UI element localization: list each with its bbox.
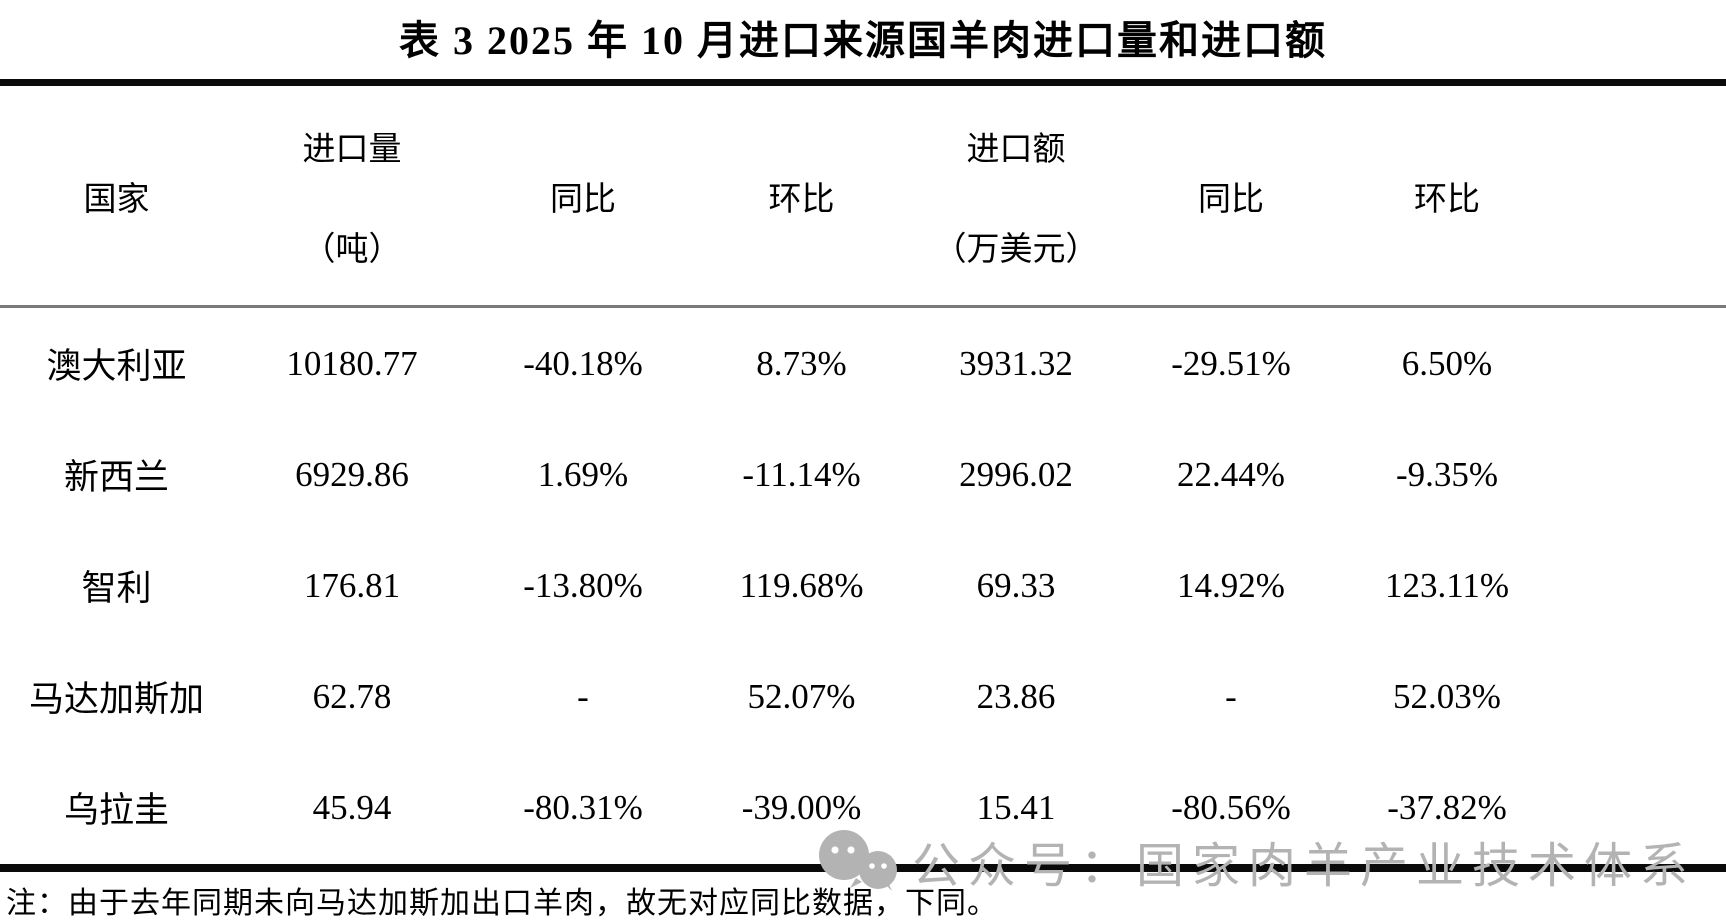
value-yoy-cell: -80.56% xyxy=(1171,787,1291,827)
wechat-icon xyxy=(819,830,897,891)
col-header-label: 同比 xyxy=(1198,181,1264,218)
volume-cell: 62.78 xyxy=(312,676,392,716)
col-header-volume-yoy: 同比 xyxy=(471,86,695,305)
volume-mom-cell: 119.68% xyxy=(739,565,864,605)
volume-cell: 6929.86 xyxy=(295,454,409,494)
volume-yoy-cell: -80.31% xyxy=(523,787,643,827)
header-divider-rule xyxy=(0,305,1726,308)
volume-mom-cell: -11.14% xyxy=(742,454,861,494)
col-header-import-value: 进口额 （万美元） xyxy=(908,86,1124,305)
country-cell: 澳大利亚 xyxy=(46,347,187,386)
value-mom-cell: 52.03% xyxy=(1393,676,1501,716)
volume-mom-cell: 8.73% xyxy=(756,343,847,383)
table-header-row: 国家 进口量 （吨） 同比 环比 进口额 （万美元） 同比 环比 xyxy=(0,86,1556,305)
volume-cell: 45.94 xyxy=(312,787,392,827)
value-mom-cell: 123.11% xyxy=(1384,565,1510,605)
col-header-import-volume: 进口量 （吨） xyxy=(233,86,471,305)
value-cell: 69.33 xyxy=(976,565,1056,605)
value-yoy-cell: - xyxy=(1225,676,1237,716)
col-header-volume-mom: 环比 xyxy=(695,86,908,305)
col-header-value-yoy: 同比 xyxy=(1124,86,1338,305)
value-yoy-cell: 14.92% xyxy=(1177,565,1285,605)
col-header-country: 国家 xyxy=(0,86,233,305)
volume-mom-cell: 52.07% xyxy=(747,676,856,716)
col-header-label: 进口额 xyxy=(966,131,1066,168)
value-mom-cell: 6.50% xyxy=(1401,343,1493,383)
value-cell: 15.41 xyxy=(976,787,1056,827)
value-cell: 2996.02 xyxy=(959,454,1073,494)
watermark-text: 公众号：国家肉羊产业技术体系 xyxy=(912,840,1697,893)
col-header-unit: （万美元） xyxy=(933,231,1099,268)
table-title: 表 3 2025 年 10 月进口来源国羊肉进口量和进口额 xyxy=(399,18,1327,63)
volume-cell: 176.81 xyxy=(303,565,401,605)
watermark: 公众号：国家肉羊产业技术体系 xyxy=(816,826,1696,896)
col-header-unit: （吨） xyxy=(302,231,402,268)
value-cell: 23.86 xyxy=(976,676,1056,716)
value-yoy-cell: -29.51% xyxy=(1171,343,1291,383)
country-cell: 乌拉圭 xyxy=(63,791,169,830)
col-header-label: 同比 xyxy=(550,181,616,218)
col-header-label: 国家 xyxy=(83,181,150,218)
country-cell: 新西兰 xyxy=(63,458,169,497)
col-header-label: 进口量 xyxy=(302,131,402,168)
volume-mom-cell: -39.00% xyxy=(741,787,862,827)
top-heavy-rule xyxy=(0,79,1726,86)
col-header-label: 环比 xyxy=(1414,181,1480,218)
value-yoy-cell: 22.44% xyxy=(1177,454,1285,494)
table-footnote: 注：由于去年同期未向马达加斯加出口羊肉，故无对应同比数据，下同。 xyxy=(6,887,998,920)
volume-yoy-cell: -13.80% xyxy=(523,565,643,605)
value-cell: 3931.32 xyxy=(959,343,1073,383)
table-body: 澳大利亚 10180.77 -40.18% 8.73% 3931.32 -29.… xyxy=(0,308,1556,863)
col-header-label: 环比 xyxy=(768,181,835,218)
volume-yoy-cell: - xyxy=(577,676,589,716)
volume-yoy-cell: -40.18% xyxy=(523,343,643,383)
value-mom-cell: -37.82% xyxy=(1387,787,1507,827)
country-cell: 马达加斯加 xyxy=(28,680,204,719)
country-cell: 智利 xyxy=(81,569,152,608)
volume-yoy-cell: 1.69% xyxy=(537,454,629,494)
volume-cell: 10180.77 xyxy=(286,343,418,383)
value-mom-cell: -9.35% xyxy=(1395,454,1499,494)
col-header-value-mom: 环比 xyxy=(1338,86,1556,305)
